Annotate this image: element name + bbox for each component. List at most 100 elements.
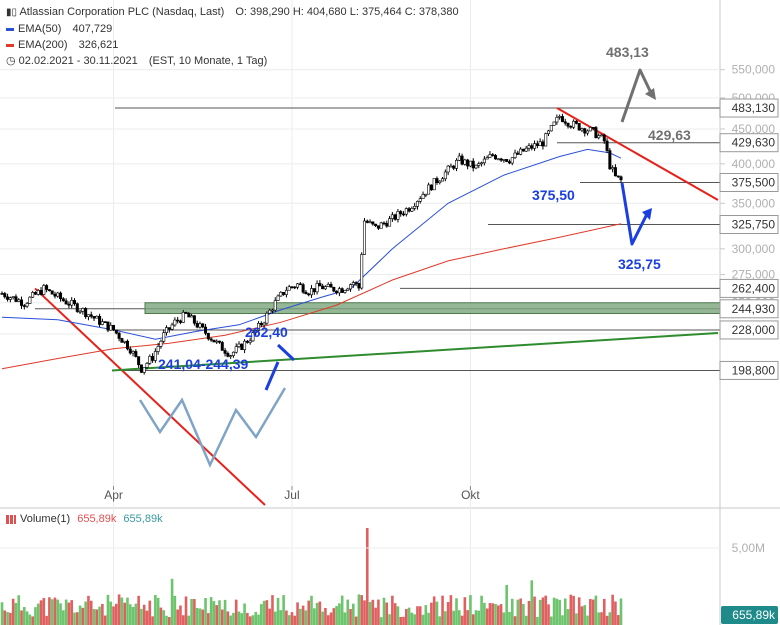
volume-bar <box>605 615 609 625</box>
candle-body <box>226 353 230 357</box>
candle-body <box>560 116 564 122</box>
volume-last-tag <box>721 606 778 624</box>
candle-body <box>544 133 548 147</box>
volume-bar <box>485 608 489 625</box>
volume-bar <box>184 596 188 625</box>
candle-body <box>64 300 68 305</box>
volume-bar <box>547 604 550 625</box>
candle-body <box>407 208 411 212</box>
candle-body <box>393 214 397 220</box>
candle-body <box>435 178 439 184</box>
volume-bar <box>50 599 54 625</box>
volume-bar <box>519 598 522 625</box>
volume-bar <box>126 597 129 625</box>
volume-bar <box>335 606 338 625</box>
candle-body <box>449 165 453 168</box>
price-level-tag <box>719 360 779 380</box>
volume-bar <box>287 615 291 625</box>
candle-body <box>474 164 478 169</box>
candle-body <box>192 315 196 324</box>
volume-bar <box>430 602 433 625</box>
volume-bar <box>516 599 520 625</box>
volume-bar <box>131 606 135 625</box>
volume-bar <box>89 600 93 625</box>
volume-bar <box>95 609 99 625</box>
volume-bar <box>36 603 40 625</box>
candle-body <box>112 325 116 331</box>
candle-body <box>574 120 578 124</box>
candle-body <box>524 147 528 152</box>
volume-bar <box>402 616 405 625</box>
candle-body <box>502 159 506 161</box>
candle-body <box>499 158 503 161</box>
volume-bar <box>379 617 383 625</box>
volume-bar <box>368 601 372 625</box>
candle-body <box>335 290 339 294</box>
volume-bar <box>271 595 274 625</box>
volume-bar <box>45 615 48 625</box>
price-level-label: 228,000 <box>732 323 776 337</box>
volume-bar <box>572 595 575 625</box>
candle-body <box>8 297 12 300</box>
volume-bar <box>600 612 603 625</box>
volume-bar <box>112 606 115 625</box>
candle-body <box>139 364 143 373</box>
candle-body <box>535 143 539 146</box>
volume-bar <box>75 612 79 625</box>
volume-value-1: 655,89k <box>77 513 117 525</box>
ema200-label: EMA(200) <box>18 39 68 51</box>
volume-bar <box>388 614 391 625</box>
candle-body <box>125 340 129 350</box>
downtrend-line-1 <box>34 287 266 506</box>
volume-bar <box>435 601 439 625</box>
candle-body <box>137 356 141 366</box>
candle-body <box>106 321 110 331</box>
volume-bar <box>67 602 71 625</box>
price-annotation: 375,50 <box>532 187 575 203</box>
candle-body <box>293 286 297 289</box>
candle-body <box>597 135 601 139</box>
candle-body <box>496 158 500 161</box>
candle-body <box>14 296 18 302</box>
candle-body <box>296 283 300 288</box>
candle-body <box>516 152 520 155</box>
price-level-tag <box>719 320 779 340</box>
volume-bar <box>229 615 232 625</box>
x-axis-ticks: Apr Jul Okt <box>104 486 480 502</box>
volume-bar <box>187 615 191 625</box>
volume-bar <box>494 603 497 625</box>
volume-bar <box>329 612 333 625</box>
volume-bar <box>510 598 514 625</box>
candle-body <box>86 314 90 318</box>
volume-bar <box>115 603 118 625</box>
uptrend-line <box>111 332 719 372</box>
volume-bar <box>170 578 174 625</box>
volume-bar <box>140 608 143 625</box>
candle-body <box>538 141 542 146</box>
downtrend-line-2 <box>556 107 719 201</box>
volume-bar <box>555 598 559 625</box>
volume-bar <box>591 599 595 625</box>
candle-body <box>415 201 419 207</box>
volume-bar <box>159 607 163 625</box>
candle-body <box>153 351 157 361</box>
volume-bar <box>471 614 475 625</box>
date-range: 02.02.2021 - 30.11.2021 <box>18 55 138 67</box>
price-level-tag <box>719 173 779 192</box>
candle-body <box>92 316 96 319</box>
volume-bar <box>190 598 193 625</box>
price-panel <box>0 0 720 508</box>
volume-bar <box>154 594 157 625</box>
volume-bar <box>407 607 411 625</box>
candle-body <box>98 315 102 325</box>
candle-body <box>569 126 573 128</box>
ohlc-values: O: 398,290 H: 404,680 L: 375,464 C: 378,… <box>235 6 459 18</box>
price-level-label: 375,500 <box>732 176 776 190</box>
candle-body <box>488 154 492 158</box>
volume-bar <box>446 602 450 625</box>
volume-value-2: 655,89k <box>123 513 163 525</box>
volume-bar <box>483 602 486 625</box>
x-tick-label: Okt <box>461 488 480 502</box>
volume-bar <box>11 598 15 625</box>
